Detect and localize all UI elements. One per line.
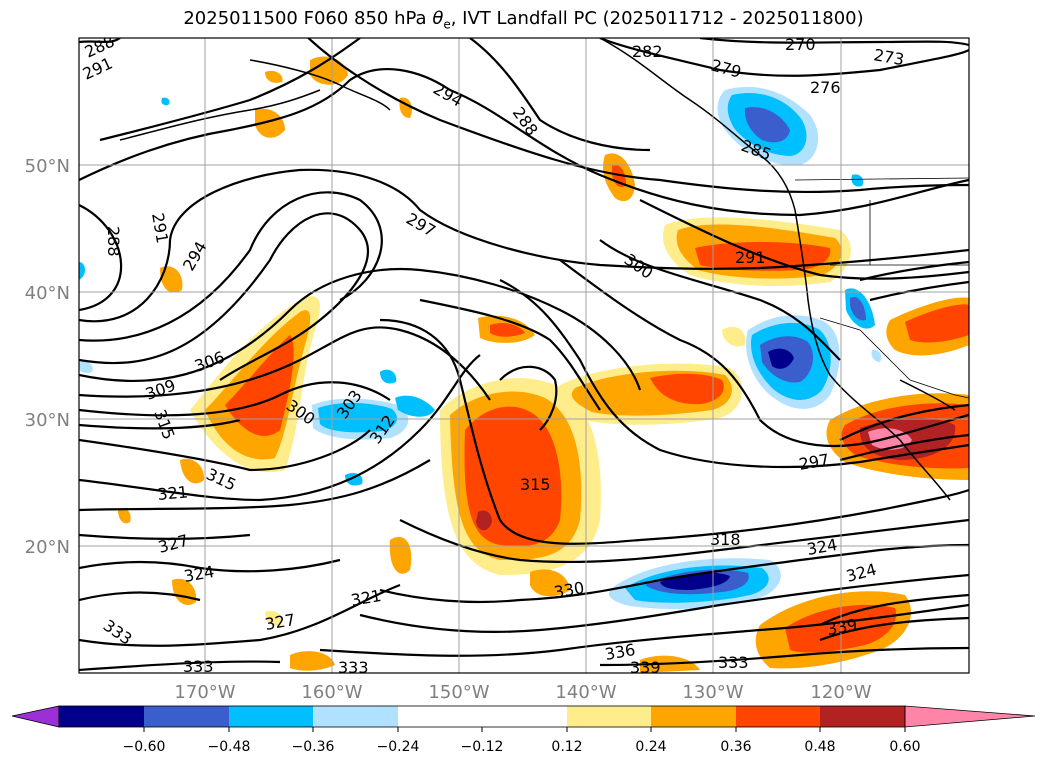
contour-label: 321 xyxy=(157,482,189,504)
colorbar-extend-high xyxy=(904,705,1036,728)
contour-label: 315 xyxy=(520,475,551,494)
colorbar-tick-label: −0.12 xyxy=(461,739,504,755)
lon-label: 150°W xyxy=(428,682,489,703)
political-borders xyxy=(794,177,969,399)
colorbar-tick-label: 0.60 xyxy=(889,739,920,755)
colorbar-segment xyxy=(736,706,820,727)
contour-label: 270 xyxy=(785,35,816,54)
colorbar-tick-label: 0.12 xyxy=(551,739,582,755)
map-frame xyxy=(78,37,970,674)
lon-label: 160°W xyxy=(301,682,362,703)
colorbar-segment xyxy=(482,706,567,727)
colorbar-segment xyxy=(59,706,144,727)
contour-label: 333 xyxy=(338,658,369,677)
lat-label: 50°N xyxy=(25,156,70,177)
colorbar-segment xyxy=(398,706,482,727)
colorbar-segment xyxy=(144,706,229,727)
contour-label: 333 xyxy=(718,653,749,672)
map-title: 2025011500 F060 850 hPa θe, IVT Landfall… xyxy=(183,8,864,32)
lat-label: 40°N xyxy=(25,283,70,304)
colorbar-segment xyxy=(567,706,651,727)
latitude-labels: 50°N 40°N 30°N 20°N xyxy=(25,156,70,558)
lon-label: 130°W xyxy=(682,682,743,703)
colorbar-extend-low xyxy=(11,705,60,728)
lat-label: 30°N xyxy=(25,410,70,431)
colorbar-tick-label: −0.36 xyxy=(292,739,335,755)
colorbar-tick-label: 0.48 xyxy=(804,739,835,755)
contour-label: 318 xyxy=(710,530,741,549)
colorbar-tick-label: −0.48 xyxy=(208,739,251,755)
contour-label: 333 xyxy=(183,657,214,676)
colorbar-tick-label: 0.24 xyxy=(635,739,666,755)
map-plot-area: 288 291 294 288 270 273 279 276 282 285 … xyxy=(79,35,969,677)
colorbar-tick-label: 0.36 xyxy=(720,739,751,755)
contour-label: 339 xyxy=(630,658,661,677)
colorbar-segment xyxy=(651,706,736,727)
map-gridlines xyxy=(79,38,969,673)
coastlines xyxy=(119,38,956,501)
colorbar-tick-label: −0.24 xyxy=(377,739,420,755)
contour-label: 288 xyxy=(104,226,123,257)
contour-label: 291 xyxy=(735,248,766,267)
lon-label: 140°W xyxy=(555,682,616,703)
contour-label: 282 xyxy=(632,42,663,61)
colorbar: −0.60 −0.48 −0.36 −0.24 −0.12 0.12 0.24 … xyxy=(11,705,1036,755)
lon-label: 120°W xyxy=(810,682,871,703)
ivt-negative-shading xyxy=(79,86,882,610)
colorbar-tick-label: −0.60 xyxy=(123,739,166,755)
contour-label: 276 xyxy=(810,78,841,97)
lat-label: 20°N xyxy=(25,537,70,558)
colorbar-segment xyxy=(820,706,905,727)
theta-e-contours xyxy=(79,38,969,672)
colorbar-segment xyxy=(313,706,398,727)
lon-label: 170°W xyxy=(174,682,235,703)
longitude-labels: 170°W 160°W 150°W 140°W 130°W 120°W xyxy=(174,682,871,703)
colorbar-segment xyxy=(229,706,313,727)
